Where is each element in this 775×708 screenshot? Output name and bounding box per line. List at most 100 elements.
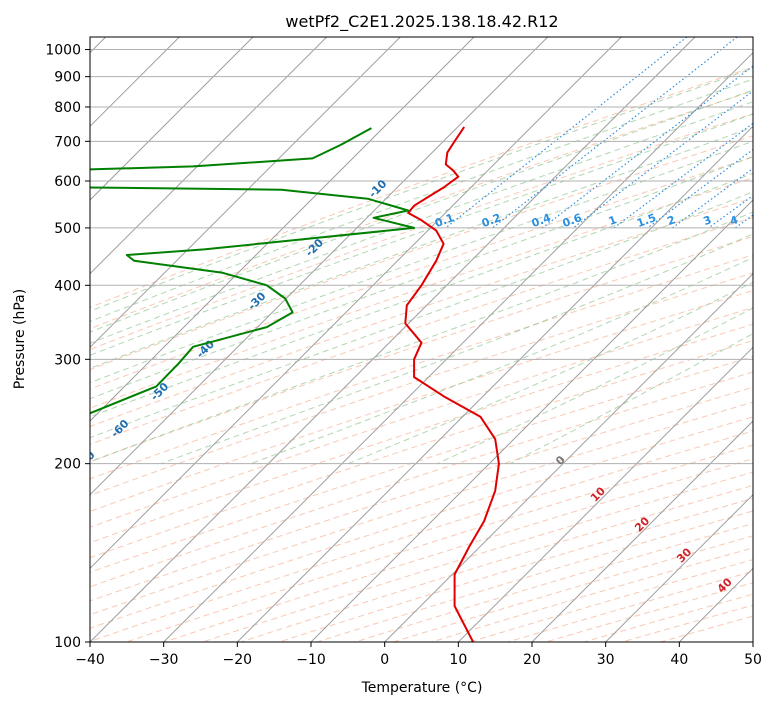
- dry-adiabat: [90, 235, 753, 463]
- isotherm-label: 20: [632, 514, 652, 534]
- y-axis-ticks: 1000 900 800 700 600 500 400 300 200 100: [45, 43, 90, 651]
- y-tick-label: 400: [54, 278, 81, 294]
- isotherm-line: [90, 37, 328, 275]
- x-tick-label: −20: [223, 652, 253, 668]
- dry-adiabat: [90, 197, 753, 428]
- y-tick-label: 900: [54, 70, 81, 86]
- mixing-ratio-label: 0.4: [530, 211, 553, 230]
- isotherm-label: -30: [245, 289, 268, 312]
- isotherm-line: [90, 37, 696, 642]
- dewpoint-line: [90, 127, 416, 415]
- dry-adiabat: [90, 66, 753, 308]
- dry-adiabat: [393, 535, 753, 642]
- dry-adiabat: [90, 289, 753, 513]
- dry-adiabat: [278, 497, 753, 642]
- x-tick-label: −30: [149, 652, 179, 668]
- dry-adiabat: [90, 340, 753, 559]
- y-axis-label: Pressure (hPa): [12, 289, 28, 389]
- y-tick-label: 500: [54, 221, 81, 237]
- isotherm-label: -90: [24, 495, 47, 518]
- dry-adiabat: [90, 254, 753, 480]
- moist-adiabat: [436, 307, 753, 465]
- isotherm-line: [678, 567, 753, 642]
- x-tick-label: 30: [597, 652, 615, 668]
- dry-adiabat: [90, 135, 753, 371]
- mixing-ratio-line: [572, 90, 753, 229]
- mixing-ratio-line: [542, 65, 753, 229]
- x-axis-label: Temperature (°C): [361, 680, 483, 696]
- isotherm-line: [90, 37, 549, 496]
- dry-adiabat: [90, 216, 753, 445]
- mixing-ratio-labels: 0.10.20.40.611.52346810131620253036: [433, 211, 775, 230]
- mixing-ratio-line: [445, 37, 688, 229]
- mixing-ratio-label: 3: [702, 213, 714, 228]
- mixing-ratio-label: 6: [767, 213, 775, 228]
- dry-adiabat: [90, 177, 753, 409]
- moist-adiabat: [90, 140, 753, 384]
- dry-adiabat: [126, 444, 753, 642]
- y-tick-label: 700: [54, 134, 81, 150]
- moist-adiabat: [90, 78, 753, 323]
- mixing-ratio-line: [492, 37, 738, 229]
- x-tick-label: 40: [670, 652, 688, 668]
- isotherm-label: -80: [46, 474, 69, 497]
- isotherm-label: -100: [5, 507, 34, 536]
- dry-adiabat: [90, 355, 753, 573]
- isotherm-line: [531, 420, 753, 642]
- dry-adiabat: [90, 371, 753, 588]
- moist-adiabat: [160, 233, 753, 465]
- mixing-ratio-label: 1.5: [635, 211, 658, 230]
- moist-adiabat: [347, 281, 753, 465]
- y-tick-label: 600: [54, 174, 81, 190]
- isotherm-line: [90, 37, 254, 201]
- mixing-ratio-line: [708, 194, 753, 229]
- isotherm-line: [90, 37, 622, 570]
- mixing-ratio-label: 1: [607, 213, 619, 228]
- background-lines: [90, 37, 753, 642]
- isotherm-line: [310, 199, 753, 642]
- mixing-ratio-label: 0.1: [433, 211, 456, 230]
- profile-series: [90, 126, 500, 642]
- dry-adiabat: [90, 430, 753, 642]
- dry-adiabat: [90, 272, 753, 496]
- dry-adiabat: [90, 90, 753, 330]
- dry-adiabat: [90, 113, 753, 351]
- mixing-ratio-line: [734, 214, 753, 229]
- isotherm-label: 30: [674, 545, 694, 565]
- y-tick-label: 800: [54, 100, 81, 116]
- moist-adiabat: [90, 113, 753, 356]
- isotherm-line: [752, 641, 753, 642]
- x-tick-label: 0: [380, 652, 389, 668]
- isotherm-line: [90, 37, 401, 349]
- dry-adiabat: [316, 510, 753, 642]
- isotherm-label: 10: [588, 484, 608, 504]
- x-tick-label: 10: [449, 652, 467, 668]
- isotherm-label: 40: [715, 575, 735, 595]
- moist-adiabat: [509, 333, 753, 465]
- dry-adiabat: [90, 401, 753, 616]
- x-tick-label: 20: [523, 652, 541, 668]
- x-tick-label: 50: [744, 652, 762, 668]
- dry-adiabat: [240, 484, 753, 642]
- mixing-ratio-label: 4: [728, 213, 740, 228]
- y-tick-label: 300: [54, 352, 81, 368]
- chart-title: wetPf2_C2E1.2025.138.18.42.R12: [285, 12, 558, 32]
- y-tick-label: 100: [54, 635, 81, 651]
- dry-adiabat: [90, 156, 753, 390]
- moist-adiabat: [250, 257, 753, 465]
- y-tick-label: 200: [54, 457, 81, 473]
- moist-adiabat: [90, 67, 753, 312]
- dry-adiabat: [545, 582, 753, 642]
- dry-adiabat: [90, 307, 753, 528]
- isotherm-line: [236, 125, 753, 642]
- x-axis-ticks: −40 −30 −20 −10 0 10 20 30 40 50: [75, 642, 762, 668]
- y-tick-label: 1000: [45, 43, 81, 59]
- dry-adiabat: [90, 416, 753, 629]
- temperature-line: [404, 126, 500, 642]
- mixing-ratio-label: 0.6: [561, 211, 584, 230]
- mixing-ratio-label: 2: [665, 213, 677, 228]
- isotherm-line: [605, 493, 753, 642]
- moist-adiabat: [90, 211, 753, 463]
